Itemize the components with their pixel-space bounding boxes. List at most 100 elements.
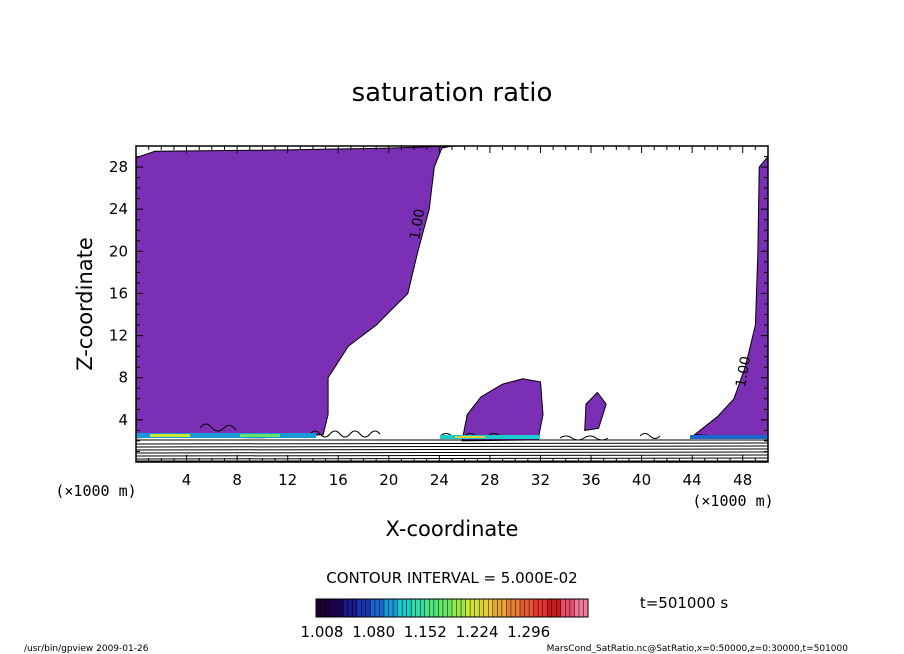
colorbar-swatch [388,599,394,617]
colorbar-swatch [574,599,580,617]
time-label: t=501000 s [640,594,728,612]
y-tick-label: 24 [109,200,128,218]
colorbar-swatch [442,599,448,617]
colorbar-swatch [456,599,462,617]
colorbar-swatch [411,599,417,617]
colorbar-swatch [352,599,358,617]
x-tick-label: 4 [182,471,192,489]
colorbar-tick-label: 1.080 [352,623,395,641]
x-axis-ticks: 4 8 12 16 20 24 28 32 36 40 44 48 [148,146,756,489]
colorbar-swatch [402,599,407,617]
colorbar-swatch [356,599,362,617]
colorbar-swatch [560,599,566,617]
colorbar-swatch [524,599,530,617]
colorbar-swatch [452,599,457,617]
colorbar-swatch [406,599,412,617]
colorbar-swatch [397,599,403,617]
y-axis-ticks: 4 8 12 16 20 24 28 [109,156,768,452]
colorbar-swatch [338,599,344,617]
x-tick-label: 16 [329,471,348,489]
colorbar-frame [315,598,589,618]
y-tick-label: 28 [109,158,128,176]
y-tick-label: 20 [109,242,128,260]
colorbar-swatch [415,599,421,617]
colorbar-swatch [583,599,589,617]
colorbar-swatch [569,599,575,617]
colorbar-swatch [334,599,339,617]
colorbar-swatch [515,599,521,617]
contour-interval-label: CONTOUR INTERVAL = 5.000E-02 [326,569,577,587]
x-tick-label: 48 [733,471,752,489]
colorbar-swatch [542,599,548,617]
surface-color-bands [136,433,768,439]
colorbar-swatch [424,599,430,617]
contour-labels: 1.00 1.00 [407,208,754,389]
colorbar-swatch [343,599,349,617]
colorbar-swatch [501,599,507,617]
x-tick-label: 24 [430,471,449,489]
colorbar-swatch [578,599,584,617]
colorbar-swatch [474,599,480,617]
colorbar-swatch [556,599,562,617]
footer-right: MarsCond_SatRatio.nc@SatRatio,x=0:50000,… [547,644,849,654]
colorbar-swatch [433,599,439,617]
colorbar-swatch [479,599,485,617]
colorbar-swatch [384,599,389,617]
x-tick-label: 12 [278,471,297,489]
colorbar-swatch [438,599,444,617]
supersaturated-region-right [693,155,768,440]
colorbar-swatch [547,599,553,617]
y-tick-label: 4 [118,411,128,429]
x-tick-label: 8 [232,471,242,489]
colorbar-swatch [465,599,471,617]
colorbar-swatch [538,599,543,617]
colorbar-swatch [447,599,453,617]
supersaturated-shading [136,146,768,450]
x-tick-label: 40 [632,471,651,489]
colorbar [315,599,589,617]
x-unit-label-left: (×1000 m) [55,482,136,500]
supersaturated-region-left [136,146,453,450]
colorbar-swatch [483,599,489,617]
colorbar-swatch [506,599,512,617]
colorbar-swatch [497,599,503,617]
colorbar-swatch [379,599,385,617]
colorbar-swatch [361,599,367,617]
colorbar-swatch [488,599,494,617]
colorbar-swatch [365,599,371,617]
colorbar-swatch [510,599,516,617]
footer-left: /usr/bin/gpview 2009-01-26 [24,644,149,654]
contour-label: 1.00 [733,355,754,388]
x-tick-label: 28 [480,471,499,489]
colorbar-swatch [565,599,571,617]
colorbar-swatch [374,599,380,617]
colorbar-swatch [461,599,466,617]
colorbar-swatch [492,599,498,617]
x-tick-label: 20 [379,471,398,489]
colorbar-swatch [393,599,398,617]
x-unit-label-right: (×1000 m) [692,492,773,510]
contour-label: 1.00 [407,208,428,241]
chart-title: saturation ratio [352,78,553,108]
colorbar-swatch [551,599,557,617]
x-axis-label: X-coordinate [386,517,519,541]
y-tick-label: 12 [109,327,128,345]
colorbar-swatch [529,599,534,617]
colorbar-swatch [470,599,475,617]
colorbar-tick-label: 1.296 [507,623,550,641]
x-tick-label: 36 [581,471,600,489]
colorbar-swatch [520,599,525,617]
colorbar-swatch [533,599,539,617]
x-tick-label: 32 [531,471,550,489]
y-axis-label: Z-coordinate [73,237,97,371]
colorbar-swatch [329,599,335,617]
surface-contour-bands [136,423,768,462]
colorbar-swatch [325,599,330,617]
colorbar-swatch [370,599,376,617]
colorbar-swatch [429,599,435,617]
x-tick-label: 44 [683,471,702,489]
colorbar-tick-label: 1.224 [456,623,499,641]
colorbar-tick-label: 1.152 [404,623,447,641]
supersaturated-region-spike-36 [584,391,607,431]
colorbar-swatch [420,599,426,617]
